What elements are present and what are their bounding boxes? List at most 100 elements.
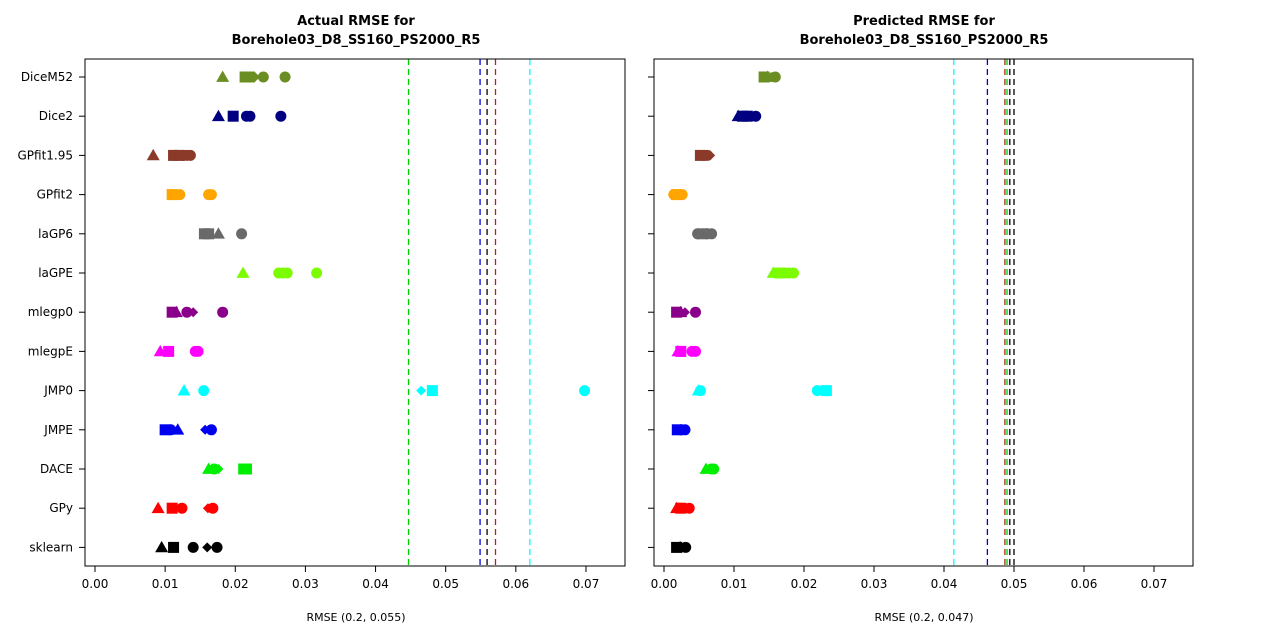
category-label-3: GPfit2 (37, 188, 73, 202)
actual-point-sklearn-square-1 (168, 541, 180, 553)
actual-point-jmp0-triangle-0 (177, 384, 191, 396)
predicted-point-lagpe-circle-4 (788, 267, 799, 279)
actual-point-gpy-triangle-0 (151, 501, 165, 514)
category-label-10: DACE (40, 462, 73, 476)
actual-x-tick-label-6: 0.06 (502, 577, 529, 591)
actual-point-dicem52-circle-5 (279, 71, 291, 83)
actual-point-sklearn-circle-2 (187, 541, 199, 553)
actual-point-gpy-square-1 (166, 502, 178, 514)
actual-point-mlegp0-triangle-1 (169, 305, 183, 318)
actual-point-jmp0-circle-1 (198, 385, 210, 397)
actual-point-dice2-circle-4 (275, 110, 287, 122)
actual-x-tick-label-1: 0.01 (152, 577, 179, 591)
actual-point-gpfit2-circle-2 (174, 189, 186, 201)
predicted-point-jmp0-square-4 (820, 385, 832, 397)
category-label-6: mlegp0 (28, 305, 73, 319)
predicted-point-sklearn-circle-3 (680, 541, 692, 553)
actual-point-lagpe-circle-3 (281, 267, 293, 279)
predicted-point-dicem52-circle-3 (769, 71, 781, 83)
actual-x-axis-label: RMSE (0.2, 0.055) (306, 611, 405, 624)
predicted-point-dice2-square-2 (741, 110, 753, 122)
actual-point-gpfit195-triangle-0 (146, 148, 160, 161)
actual-point-gpfit195-square-1 (168, 149, 180, 161)
predicted-plot-frame (653, 58, 1194, 567)
actual-plot-frame (84, 58, 626, 567)
predicted-point-gpfit195-diamond-3 (705, 150, 716, 161)
actual-point-dace-diamond-2 (213, 464, 224, 474)
predicted-chart-subtitle: Borehole03_D8_SS160_PS2000_R5 (800, 33, 1049, 48)
predicted-x-tick-label-2: 0.02 (791, 577, 818, 591)
actual-point-jmpe-triangle-2 (171, 423, 185, 435)
actual-chart-subtitle: Borehole03_D8_SS160_PS2000_R5 (232, 33, 481, 48)
predicted-point-lagp6-circle-3 (706, 228, 718, 240)
predicted-point-mlegp0-circle-3 (690, 306, 701, 318)
actual-point-dicem52-triangle-0 (216, 70, 230, 82)
actual-x-tick-label-7: 0.07 (573, 577, 600, 591)
actual-point-mlegp0-diamond-3 (188, 307, 199, 318)
predicted-x-axis-label: RMSE (0.2, 0.047) (874, 611, 973, 624)
actual-point-jmpe-square-0 (159, 424, 171, 436)
actual-point-jmp0-diamond-2 (416, 385, 427, 396)
actual-point-lagpe-triangle-0 (236, 266, 250, 278)
predicted-point-jmp0-circle-1 (694, 385, 706, 397)
actual-point-sklearn-diamond-3 (202, 542, 213, 553)
actual-point-lagp6-triangle-2 (211, 227, 225, 239)
actual-point-sklearn-triangle-0 (155, 540, 169, 553)
predicted-x-tick-label-7: 0.07 (1141, 577, 1168, 591)
predicted-point-mlegp0-square-0 (671, 306, 683, 318)
predicted-x-tick-label-3: 0.03 (861, 577, 888, 591)
category-label-7: mlegpE (28, 344, 73, 358)
actual-point-dice2-circle-3 (244, 110, 256, 122)
category-label-8: JMP0 (43, 384, 73, 398)
actual-point-dicem52-circle-4 (257, 71, 269, 83)
actual-point-dace-square-4 (241, 463, 252, 475)
actual-point-dicem52-square-2 (243, 71, 255, 83)
actual-point-gpfit2-circle-4 (205, 189, 217, 201)
predicted-point-mlegpe-circle-3 (690, 345, 701, 357)
actual-point-mlegp0-circle-2 (181, 306, 193, 318)
actual-x-tick-label-3: 0.03 (292, 577, 319, 591)
category-label-5: laGPE (38, 266, 73, 280)
category-label-2: GPfit1.95 (17, 148, 73, 162)
category-label-9: JMPE (43, 423, 73, 437)
predicted-x-tick-label-0: 0.00 (651, 577, 678, 591)
actual-x-tick-label-0: 0.00 (82, 577, 109, 591)
predicted-point-mlegpe-square-1 (675, 345, 687, 357)
predicted-point-dace-circle-3 (708, 463, 720, 475)
category-label-4: laGP6 (38, 227, 73, 241)
category-label-0: DiceM52 (21, 70, 73, 84)
actual-point-mlegp0-circle-4 (217, 306, 229, 318)
actual-point-sklearn-circle-4 (211, 541, 223, 553)
actual-point-dice2-square-1 (227, 110, 239, 122)
actual-point-gpy-circle-2 (176, 502, 188, 514)
actual-point-dice2-triangle-0 (211, 109, 225, 122)
category-label-12: sklearn (29, 540, 73, 554)
actual-point-lagpe-circle-4 (311, 267, 323, 279)
predicted-x-tick-label-5: 0.05 (1001, 577, 1028, 591)
actual-point-mlegp0-square-0 (166, 306, 178, 318)
category-label-1: Dice2 (39, 109, 73, 123)
predicted-chart-title: Predicted RMSE for (853, 14, 995, 29)
predicted-x-tick-label-6: 0.06 (1071, 577, 1098, 591)
actual-point-lagp6-circle-3 (236, 228, 248, 240)
actual-point-gpfit195-circle-5 (184, 149, 196, 161)
predicted-point-gpy-circle-3 (683, 502, 695, 514)
predicted-point-mlegp0-diamond-2 (680, 307, 690, 318)
actual-x-tick-label-2: 0.02 (222, 577, 249, 591)
actual-chart-title: Actual RMSE for (297, 14, 415, 29)
predicted-x-tick-label-4: 0.04 (931, 577, 958, 591)
actual-point-jmp0-square-3 (426, 385, 438, 397)
actual-point-lagp6-square-1 (203, 228, 215, 240)
predicted-point-gpfit2-circle-3 (676, 189, 688, 201)
actual-point-mlegpe-circle-3 (192, 345, 204, 357)
actual-point-mlegpe-square-1 (163, 345, 175, 357)
actual-point-jmpe-circle-4 (205, 424, 217, 436)
actual-point-dicem52-diamond-3 (249, 72, 260, 82)
actual-point-jmp0-circle-4 (579, 385, 591, 397)
predicted-x-tick-label-1: 0.01 (721, 577, 748, 591)
predicted-point-jmpe-circle-2 (679, 424, 691, 436)
category-label-11: GPy (49, 501, 73, 515)
actual-x-tick-label-5: 0.05 (432, 577, 459, 591)
predicted-point-dice2-circle-3 (750, 110, 762, 122)
